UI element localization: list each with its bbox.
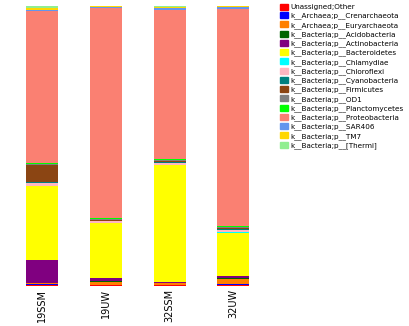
Bar	[90, 219, 122, 220]
Bar	[154, 8, 186, 10]
Bar	[154, 6, 186, 7]
Bar	[154, 161, 186, 162]
Bar	[27, 163, 58, 164]
Bar	[90, 282, 122, 285]
Bar	[90, 6, 122, 7]
Bar	[218, 285, 249, 286]
Bar	[154, 7, 186, 8]
Bar	[154, 159, 186, 160]
Bar	[90, 218, 122, 219]
Bar	[218, 6, 249, 7]
Bar	[27, 8, 58, 9]
Bar	[154, 285, 186, 286]
Bar	[27, 185, 58, 186]
Bar	[218, 279, 249, 284]
Bar	[90, 278, 122, 281]
Bar	[27, 165, 58, 182]
Bar	[27, 164, 58, 165]
Bar	[154, 163, 186, 165]
Bar	[154, 283, 186, 285]
Bar	[27, 284, 58, 285]
Bar	[218, 228, 249, 229]
Bar	[27, 6, 58, 8]
Bar	[90, 7, 122, 8]
Bar	[90, 223, 122, 278]
Legend: Unassigned;Other, k__Archaea;p__Crenarchaeota, k__Archaea;p__Euryarchaeota, k__B: Unassigned;Other, k__Archaea;p__Crenarch…	[281, 4, 404, 149]
Bar	[27, 183, 58, 185]
Bar	[154, 162, 186, 163]
Bar	[218, 9, 249, 227]
Bar	[27, 285, 58, 286]
Bar	[90, 285, 122, 286]
Bar	[218, 284, 249, 285]
Bar	[154, 282, 186, 283]
Bar	[218, 276, 249, 278]
Bar	[27, 283, 58, 284]
Bar	[90, 221, 122, 223]
Bar	[90, 8, 122, 218]
Bar	[218, 229, 249, 230]
Bar	[218, 230, 249, 232]
Bar	[27, 9, 58, 11]
Bar	[27, 260, 58, 283]
Bar	[154, 10, 186, 159]
Bar	[218, 227, 249, 228]
Bar	[218, 278, 249, 279]
Bar	[90, 281, 122, 282]
Bar	[154, 160, 186, 161]
Bar	[218, 233, 249, 276]
Bar	[218, 232, 249, 233]
Bar	[154, 165, 186, 282]
Bar	[27, 182, 58, 183]
Bar	[218, 7, 249, 9]
Bar	[27, 11, 58, 163]
Bar	[90, 220, 122, 221]
Bar	[27, 186, 58, 260]
